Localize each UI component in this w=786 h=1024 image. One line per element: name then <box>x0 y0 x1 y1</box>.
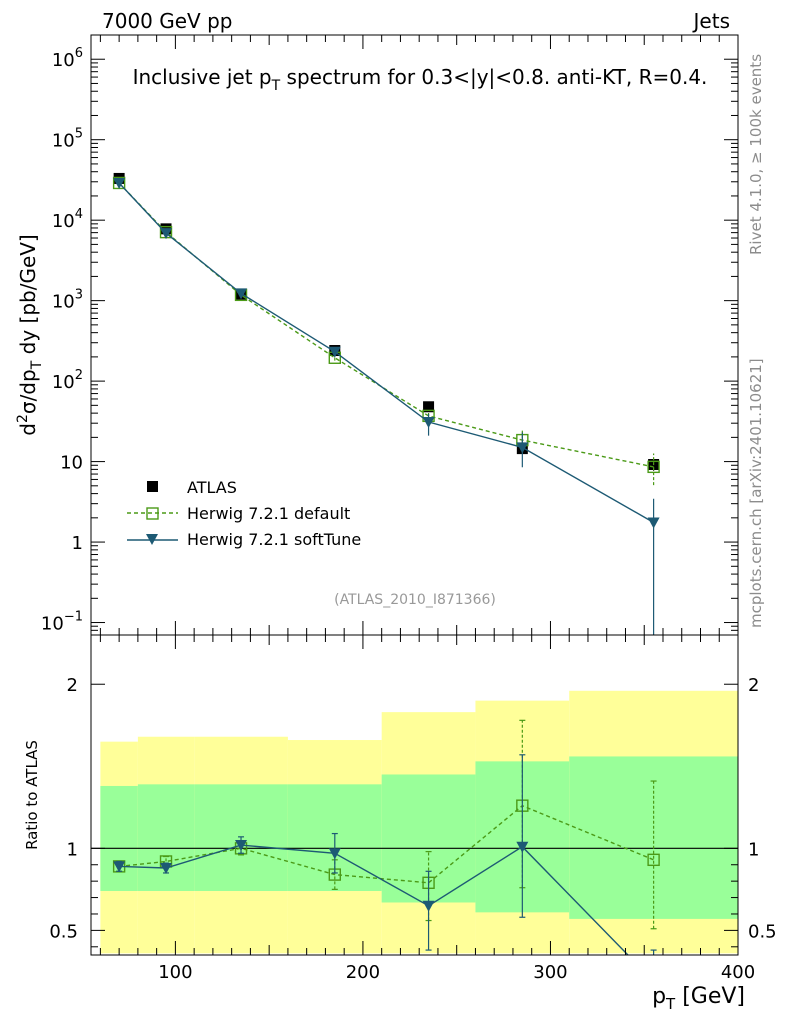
header-right: Jets <box>692 9 730 33</box>
ratio-ytick-label-left: 1 <box>67 839 78 860</box>
ratio-panel: 0.5 0.5 1 1 2 2 100 200 300 400 <box>49 634 777 983</box>
data-point-softtune <box>160 228 173 240</box>
ratio-ytick-label-right: 1 <box>748 839 759 860</box>
xtick-label: 100 <box>158 962 192 983</box>
ratio-point-softtune <box>328 848 341 860</box>
analysis-watermark: (ATLAS_2010_I871366) <box>334 592 496 608</box>
series-line <box>118 182 654 468</box>
top-ytick-label: 1 <box>72 533 83 554</box>
ratio-ytick-labels: 0.5 0.5 1 1 2 2 <box>49 675 776 942</box>
ratio-point-softtune <box>160 863 173 875</box>
legend-marker-atlas <box>147 481 158 492</box>
data-point-atlas <box>423 401 435 413</box>
series-line <box>118 182 654 524</box>
data-point-softtune <box>516 442 529 454</box>
ytick-label-base: 1 <box>72 533 83 554</box>
ytick-label-exponent: 4 <box>75 207 83 222</box>
legend-label-softtune: Herwig 7.2.1 softTune <box>187 530 361 549</box>
ytick-label-base: 10 <box>52 211 75 232</box>
ratio-ylabel: Ratio to ATLAS <box>23 740 41 850</box>
ratio-series <box>91 719 738 955</box>
top-ytick-label: 10 <box>60 453 83 474</box>
legend-marker-softtune <box>146 534 158 545</box>
inner-band-segment <box>100 785 138 891</box>
top-ytick-label: 103 <box>52 288 83 313</box>
top-ytick-label: 10−1 <box>41 610 83 635</box>
ratio-axis-ticks <box>91 635 739 955</box>
ytick-label-exponent: 6 <box>75 46 83 61</box>
xlabel: pT [GeV] <box>652 984 745 1013</box>
data-point-softtune <box>235 288 248 300</box>
ratio-ytick-label-left: 0.5 <box>49 921 78 942</box>
ytick-label-exponent: 3 <box>75 288 83 303</box>
side-label-rivet: Rivet 4.1.0, ≥ 100k events <box>747 54 765 255</box>
top-ylabel: d2σ/dpT dy [pb/GeV] <box>15 234 45 435</box>
xtick-label: 200 <box>346 962 380 983</box>
data-point-softtune <box>113 177 126 189</box>
top-ytick-label: 102 <box>52 368 83 393</box>
ytick-label-base: 10 <box>52 131 75 152</box>
data-point-default <box>647 460 660 474</box>
ratio-uncertainty-bands <box>100 690 738 954</box>
plot-title: Inclusive jet pT spectrum for 0.3<|y|<0.… <box>133 65 708 94</box>
header-left: 7000 GeV pp <box>102 9 233 33</box>
ratio-ytick-label-left: 2 <box>67 675 78 696</box>
ratio-ytick-label-right: 0.5 <box>748 921 777 942</box>
ytick-label-base: 10 <box>60 453 83 474</box>
ytick-label-base: 10 <box>52 372 75 393</box>
top-ytick-label: 105 <box>52 127 83 152</box>
legend-label-default: Herwig 7.2.1 default <box>187 504 350 523</box>
data-point-softtune <box>422 417 435 429</box>
ytick-label-base: 10 <box>41 614 64 635</box>
series-marker <box>113 172 660 471</box>
ratio-point-softtune <box>113 861 126 873</box>
side-label-mcplots: mcplots.cern.ch [arXiv:2401.10621] <box>747 358 765 628</box>
ytick-label-exponent: 2 <box>75 368 83 383</box>
ratio-point-softtune <box>422 900 435 912</box>
ratio-point-softtune <box>235 840 248 852</box>
legend-label-atlas: ATLAS <box>187 478 237 497</box>
inner-band-segment <box>137 784 195 891</box>
ratio-frame <box>90 634 739 956</box>
top-ytick-label: 104 <box>52 207 83 232</box>
data-point-softtune <box>647 517 660 529</box>
top-series <box>112 172 660 635</box>
ytick-label-base: 10 <box>52 50 75 71</box>
ratio-point-softtune <box>516 841 529 853</box>
ratio-point-default <box>647 853 660 867</box>
top-ytick-label: 106 <box>52 46 83 71</box>
ratio-ytick-label-right: 2 <box>748 675 759 696</box>
ratio-xtick-labels: 100 200 300 400 <box>158 962 755 983</box>
legend-marker-default <box>146 507 159 520</box>
series-solid-triangle <box>113 177 660 635</box>
xtick-label: 300 <box>533 962 567 983</box>
legend: ATLAS Herwig 7.2.1 default Herwig 7.2.1 … <box>127 478 361 549</box>
ratio-series-1 <box>113 754 657 955</box>
xtick-label: 400 <box>721 962 755 983</box>
top-axis-ticks <box>91 34 739 636</box>
ytick-label-base: 10 <box>52 292 75 313</box>
series-dashed-open-square <box>112 176 660 486</box>
ytick-label-exponent: −1 <box>64 610 83 625</box>
ytick-label-exponent: 5 <box>75 127 83 142</box>
data-point-softtune <box>328 346 341 358</box>
